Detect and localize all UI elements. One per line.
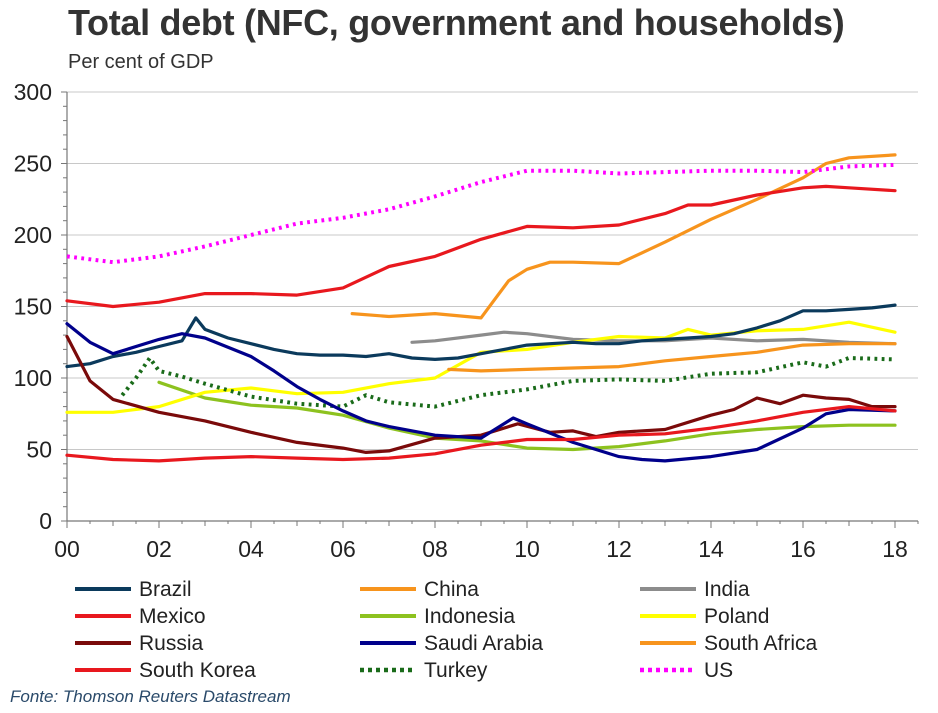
y-tick-label-300: 300 [14,79,52,105]
legend-label-south-africa: South Africa [704,632,818,655]
x-tick-label-12: 12 [606,536,632,562]
series-line-india [410,330,897,346]
y-tick-label-0: 0 [39,508,52,534]
legend-item-india: India [640,578,750,601]
x-tick-label-02: 02 [146,536,172,562]
legend-label-russia: Russia [139,632,204,655]
legend-label-brazil: Brazil [139,578,192,601]
series-line-saudi-arabia [65,322,897,463]
y-tick-label-250: 250 [14,151,52,177]
legend-label-china: China [424,578,479,601]
legend-label-us: US [704,659,733,682]
legend-label-turkey: Turkey [424,659,488,682]
series-line-south-africa [447,342,897,373]
y-tick-label-200: 200 [14,222,52,248]
x-tick-label-18: 18 [882,536,908,562]
axes [61,91,919,528]
x-tick-label-14: 14 [698,536,724,562]
legend-item-us: US [640,659,733,682]
x-tick-label-16: 16 [790,536,816,562]
tick-labels: 0 50 100 150 200 250 300 00 02 04 06 08 10 12 14 16 18 [14,79,908,562]
source-note: Fonte: Thomson Reuters Datastream [10,687,291,706]
gridlines [67,91,918,450]
series-line-china [350,153,897,320]
legend-item-russia: Russia [75,632,204,655]
x-tick-label-00: 00 [54,536,80,562]
legend-label-poland: Poland [704,605,769,628]
series-line-south-korea [65,184,897,309]
y-tick-label-50: 50 [26,437,52,463]
legend-item-south-africa: South Africa [640,632,818,655]
legend-item-south-korea: South Korea [75,659,256,682]
legend-item-turkey: Turkey [360,659,488,682]
series-line-indonesia [157,380,897,452]
x-tick-label-08: 08 [422,536,448,562]
legend-item-brazil: Brazil [75,578,192,601]
chart-subtitle: Per cent of GDP [68,51,214,73]
x-tick-label-10: 10 [514,536,540,562]
legend-label-saudi-arabia: Saudi Arabia [424,632,543,655]
legend-item-china: China [360,578,479,601]
x-tick-label-06: 06 [330,536,356,562]
chart-title: Total debt (NFC, government and househol… [68,2,845,43]
series-line-brazil [65,303,897,369]
series-line-us [66,162,896,265]
legend-item-saudi-arabia: Saudi Arabia [360,632,543,655]
legend-label-indonesia: Indonesia [424,605,515,628]
legend-item-poland: Poland [640,605,769,628]
y-tick-label-150: 150 [14,294,52,320]
legend-item-indonesia: Indonesia [360,605,515,628]
series-line-turkey [120,356,896,409]
series-line-mexico [65,405,897,463]
legend-label-south-korea: South Korea [139,659,256,682]
legend-item-mexico: Mexico [75,605,206,628]
x-tick-label-04: 04 [238,536,264,562]
series-lines [65,153,897,463]
y-tick-label-100: 100 [14,365,52,391]
legend-label-mexico: Mexico [139,605,206,628]
legend-label-india: India [704,578,750,601]
legend: Brazil Mexico Russia South Korea China Indone… [75,578,818,682]
